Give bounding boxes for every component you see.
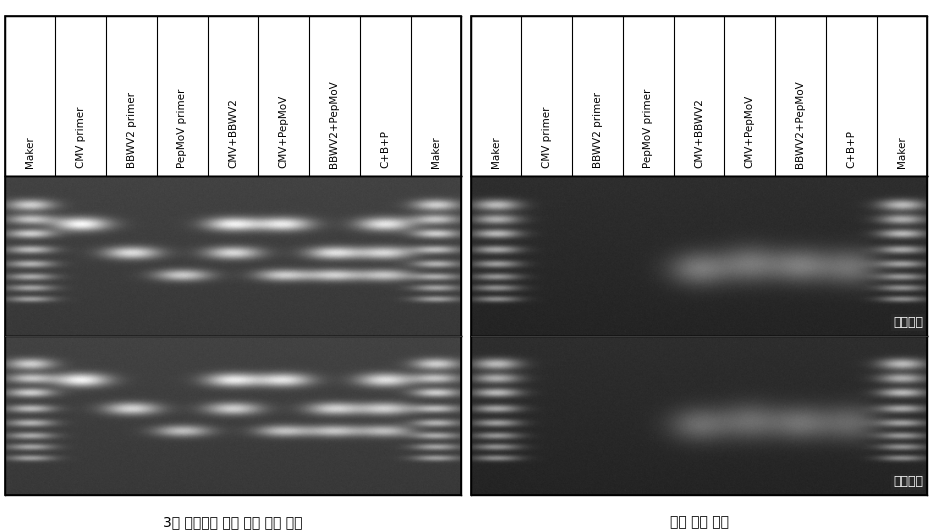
Text: CMV primer: CMV primer: [541, 107, 552, 168]
Text: PepMoV primer: PepMoV primer: [177, 89, 187, 168]
Text: PepMoV primer: PepMoV primer: [643, 89, 653, 168]
Text: BBWV2 primer: BBWV2 primer: [127, 93, 136, 168]
Text: BBWV2+PepMoV: BBWV2+PepMoV: [330, 80, 339, 168]
Text: Maker: Maker: [897, 137, 907, 168]
Text: CMV+PepMoV: CMV+PepMoV: [279, 95, 289, 168]
Text: C+B+P: C+B+P: [380, 130, 391, 168]
Text: BBWV2+PepMoV: BBWV2+PepMoV: [796, 80, 805, 168]
Text: 청양고추: 청양고추: [893, 476, 924, 488]
Text: Maker: Maker: [431, 137, 441, 168]
Text: C+B+P: C+B+P: [846, 130, 857, 168]
Text: CMV+PepMoV: CMV+PepMoV: [745, 95, 755, 168]
Text: 건전 고추 핵산: 건전 고추 핵산: [669, 516, 729, 529]
Text: Maker: Maker: [491, 137, 501, 168]
Text: CMV+BBWV2: CMV+BBWV2: [694, 98, 704, 168]
Text: Maker: Maker: [25, 137, 35, 168]
Text: 3종 바이러스 감염 고추 핵산 혼합: 3종 바이러스 감염 고추 핵산 혼합: [163, 516, 303, 529]
Text: CMV primer: CMV primer: [75, 107, 86, 168]
Text: BBWV2 primer: BBWV2 primer: [593, 93, 602, 168]
Text: CMV+BBWV2: CMV+BBWV2: [228, 98, 238, 168]
Text: 꽈리고추: 꽈리고추: [893, 316, 924, 329]
